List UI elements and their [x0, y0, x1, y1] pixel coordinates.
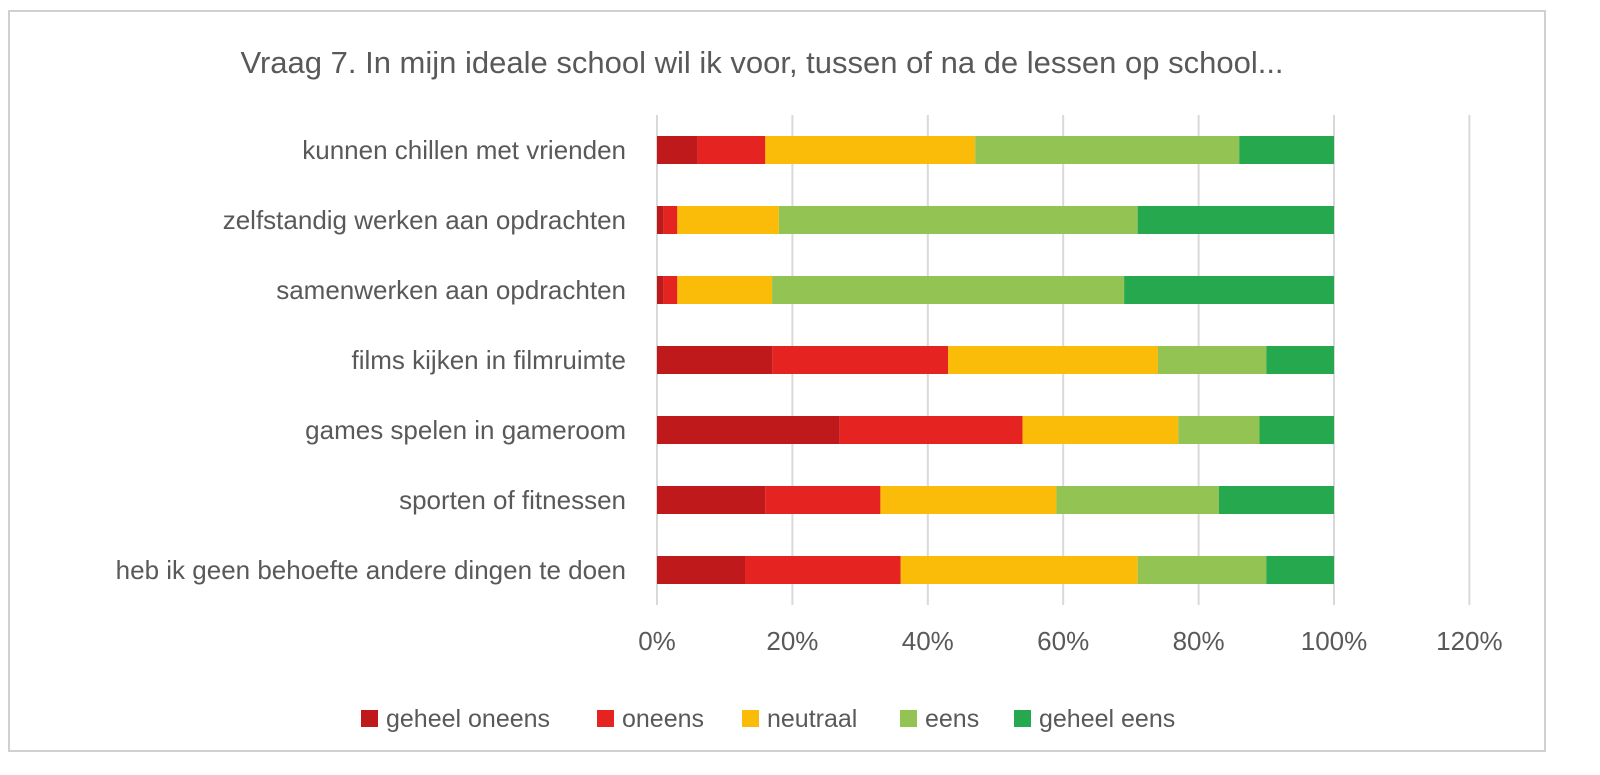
- bar-3-neutraal: [677, 276, 773, 304]
- bar-1-geheel-oneens: [657, 136, 698, 164]
- chart-title: Vraag 7. In mijn ideale school wil ik vo…: [240, 45, 1283, 80]
- bar-6-neutraal: [880, 486, 1057, 514]
- x-tick-labels: 0% 20% 40% 60% 80% 100% 120%: [638, 626, 1502, 656]
- legend-swatch-geheel-eens: [1014, 710, 1031, 727]
- category-label-4: films kijken in filmruimte: [352, 345, 627, 375]
- x-tick-label-40: 40%: [902, 626, 954, 656]
- bar-6-oneens: [765, 486, 881, 514]
- legend-label-eens: eens: [925, 705, 979, 733]
- bar-2-eens: [778, 206, 1138, 234]
- bar-4-geheel-eens: [1266, 346, 1334, 374]
- bar-5-neutraal: [1022, 416, 1179, 444]
- bar-3-eens: [772, 276, 1125, 304]
- legend: geheel oneens oneens neutraal eens geheel ee…: [361, 705, 1175, 733]
- bar-7-geheel-eens: [1266, 556, 1334, 584]
- x-tick-label-60: 60%: [1037, 626, 1089, 656]
- legend-swatch-neutraal: [742, 710, 759, 727]
- bar-6-geheel-eens: [1218, 486, 1334, 514]
- legend-label-neutraal: neutraal: [767, 705, 857, 733]
- bar-3-geheel-oneens: [657, 276, 664, 304]
- category-label-5: games spelen in gameroom: [305, 415, 626, 445]
- x-tick-label-100: 100%: [1301, 626, 1368, 656]
- bar-4-eens: [1157, 346, 1267, 374]
- chart-frame: [8, 10, 1546, 752]
- bar-1-eens: [975, 136, 1240, 164]
- legend-swatch-geheel-oneens: [361, 710, 378, 727]
- category-label-7: heb ik geen behoefte andere dingen te do…: [116, 555, 626, 585]
- bar-3-oneens: [663, 276, 678, 304]
- bar-2-geheel-eens: [1137, 206, 1334, 234]
- bar-7-neutraal: [900, 556, 1138, 584]
- bars: [657, 136, 1334, 584]
- bar-7-eens: [1137, 556, 1267, 584]
- bar-4-neutraal: [948, 346, 1158, 374]
- bar-5-geheel-oneens: [657, 416, 840, 444]
- bar-5-oneens: [839, 416, 1023, 444]
- category-label-2: zelfstandig werken aan opdrachten: [223, 205, 626, 235]
- legend-label-geheel-oneens: geheel oneens: [386, 705, 550, 733]
- bar-5-geheel-eens: [1259, 416, 1334, 444]
- category-labels: kunnen chillen met vrienden zelfstandig w…: [116, 135, 626, 585]
- bar-5-eens: [1178, 416, 1260, 444]
- bar-2-oneens: [663, 206, 678, 234]
- x-tick-label-80: 80%: [1173, 626, 1225, 656]
- bar-2-geheel-oneens: [657, 206, 664, 234]
- bar-7-oneens: [745, 556, 901, 584]
- x-tick-label-0: 0%: [638, 626, 676, 656]
- legend-swatch-eens: [900, 710, 917, 727]
- bar-4-geheel-oneens: [657, 346, 773, 374]
- bar-2-neutraal: [677, 206, 779, 234]
- x-tick-label-120: 120%: [1436, 626, 1503, 656]
- bar-1-geheel-eens: [1239, 136, 1334, 164]
- bar-6-eens: [1056, 486, 1219, 514]
- bar-6-geheel-oneens: [657, 486, 766, 514]
- bar-1-oneens: [697, 136, 766, 164]
- category-label-1: kunnen chillen met vrienden: [302, 135, 626, 165]
- category-label-6: sporten of fitnessen: [399, 485, 626, 515]
- bar-4-oneens: [772, 346, 949, 374]
- legend-label-oneens: oneens: [622, 705, 704, 733]
- legend-swatch-oneens: [597, 710, 614, 727]
- legend-label-geheel-eens: geheel eens: [1039, 705, 1175, 733]
- bar-3-geheel-eens: [1124, 276, 1334, 304]
- bar-7-geheel-oneens: [657, 556, 746, 584]
- bar-1-neutraal: [765, 136, 976, 164]
- x-tick-label-20: 20%: [766, 626, 818, 656]
- category-label-3: samenwerken aan opdrachten: [276, 275, 626, 305]
